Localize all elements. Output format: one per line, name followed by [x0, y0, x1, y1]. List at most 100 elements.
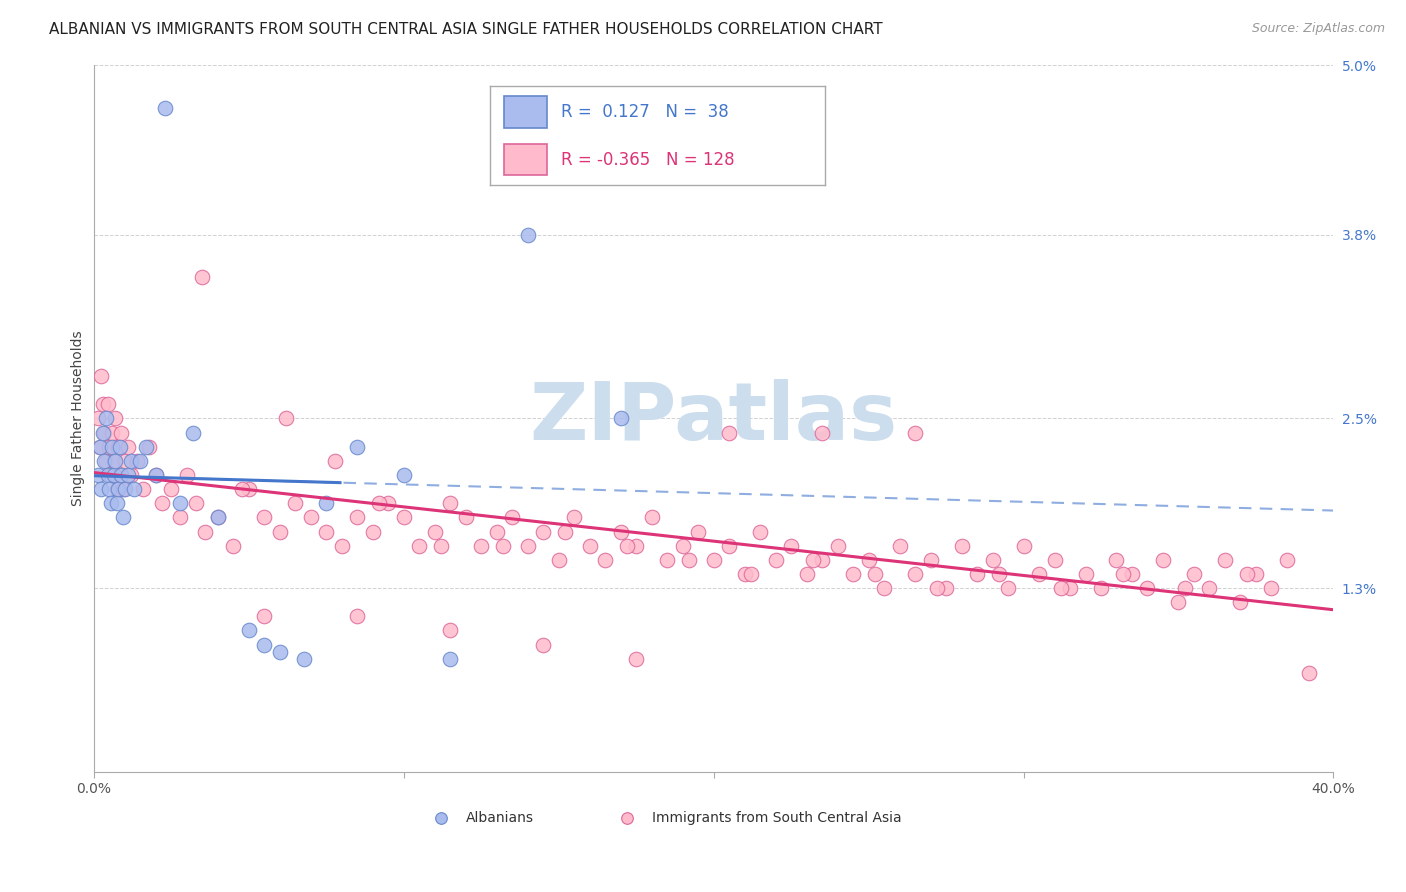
- Point: [1275, 553, 1298, 567]
- Point: [96, 397, 118, 411]
- Point: [104, 411, 127, 425]
- Point: [91, 774, 114, 789]
- Point: [269, 524, 291, 539]
- Point: [361, 524, 384, 539]
- Point: [90, 482, 112, 496]
- Point: [181, 425, 204, 440]
- Point: [96, 468, 118, 483]
- Point: [547, 553, 569, 567]
- Point: [132, 482, 155, 496]
- Point: [920, 553, 942, 567]
- Point: [194, 524, 217, 539]
- Point: [1112, 566, 1135, 581]
- Point: [100, 468, 122, 483]
- Point: [292, 652, 315, 666]
- Point: [89, 440, 111, 454]
- Point: [609, 411, 631, 425]
- Point: [111, 510, 134, 524]
- Point: [114, 454, 136, 468]
- Point: [1152, 553, 1174, 567]
- Point: [111, 482, 134, 496]
- Point: [98, 482, 121, 496]
- Point: [122, 482, 145, 496]
- Point: [120, 454, 142, 468]
- Point: [135, 440, 157, 454]
- Point: [191, 270, 214, 285]
- Point: [593, 553, 616, 567]
- Point: [842, 566, 865, 581]
- Point: [93, 454, 115, 468]
- Point: [94, 411, 117, 425]
- Point: [935, 581, 957, 595]
- Point: [439, 496, 461, 510]
- Point: [454, 510, 477, 524]
- Point: [987, 566, 1010, 581]
- Point: [253, 638, 276, 652]
- Point: [238, 482, 260, 496]
- Point: [1236, 566, 1258, 581]
- Point: [718, 539, 741, 553]
- Point: [108, 468, 131, 483]
- Point: [624, 539, 647, 553]
- Point: [129, 454, 152, 468]
- Point: [94, 454, 117, 468]
- Point: [1028, 566, 1050, 581]
- Point: [531, 524, 554, 539]
- Point: [470, 539, 492, 553]
- Point: [392, 510, 415, 524]
- Point: [93, 425, 115, 440]
- Point: [299, 510, 322, 524]
- Point: [114, 482, 136, 496]
- Point: [238, 624, 260, 638]
- Point: [103, 454, 125, 468]
- Point: [103, 468, 125, 483]
- Point: [1174, 581, 1197, 595]
- Point: [346, 510, 368, 524]
- Point: [1074, 566, 1097, 581]
- Point: [98, 440, 121, 454]
- Point: [176, 468, 198, 483]
- Point: [87, 468, 110, 483]
- Point: [87, 411, 110, 425]
- Point: [169, 510, 191, 524]
- Point: [740, 566, 762, 581]
- Point: [101, 425, 124, 440]
- Point: [702, 553, 724, 567]
- Point: [377, 496, 399, 510]
- Point: [801, 553, 824, 567]
- Point: [966, 566, 988, 581]
- Point: [873, 581, 896, 595]
- Point: [315, 496, 337, 510]
- Point: [516, 227, 538, 242]
- Point: [153, 101, 176, 115]
- Point: [346, 440, 368, 454]
- Point: [89, 440, 111, 454]
- Point: [120, 468, 142, 483]
- Point: [765, 553, 787, 567]
- Text: ZIPatlas: ZIPatlas: [530, 379, 897, 458]
- Point: [811, 425, 834, 440]
- Text: ALBANIAN VS IMMIGRANTS FROM SOUTH CENTRAL ASIA SINGLE FATHER HOUSEHOLDS CORRELAT: ALBANIAN VS IMMIGRANTS FROM SOUTH CENTRA…: [49, 22, 883, 37]
- Point: [117, 440, 139, 454]
- Point: [889, 539, 911, 553]
- Point: [91, 397, 114, 411]
- Point: [749, 524, 772, 539]
- Point: [1090, 581, 1112, 595]
- Point: [207, 510, 229, 524]
- Point: [1136, 581, 1159, 595]
- Point: [925, 581, 948, 595]
- Point: [100, 496, 122, 510]
- Point: [1059, 581, 1081, 595]
- Point: [392, 468, 415, 483]
- Point: [1213, 553, 1236, 567]
- Point: [284, 496, 307, 510]
- Point: [145, 468, 167, 483]
- Text: Source: ZipAtlas.com: Source: ZipAtlas.com: [1251, 22, 1385, 36]
- Point: [1260, 581, 1282, 595]
- Point: [325, 454, 347, 468]
- Point: [105, 482, 128, 496]
- Point: [423, 524, 446, 539]
- Point: [160, 482, 183, 496]
- Point: [346, 609, 368, 624]
- Point: [780, 539, 803, 553]
